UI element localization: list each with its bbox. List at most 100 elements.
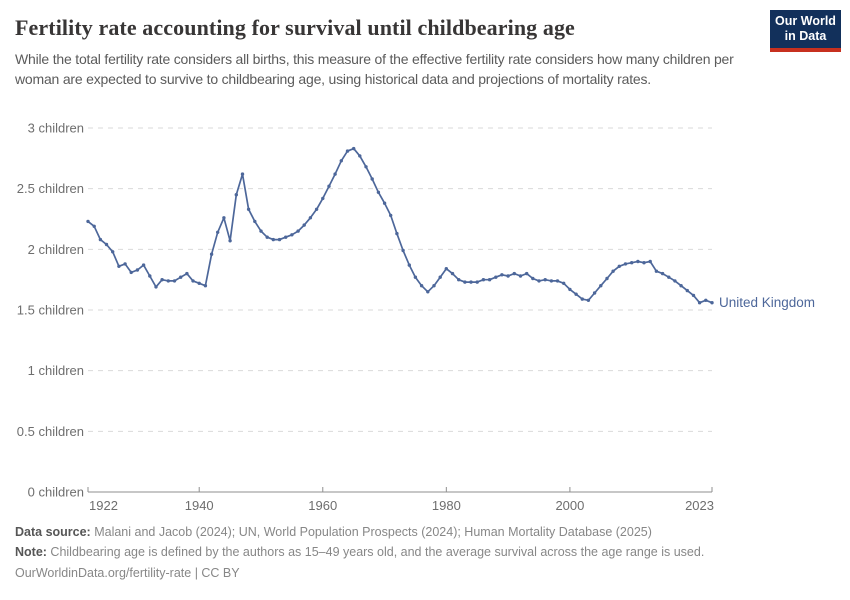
data-point[interactable] (209, 252, 214, 256)
data-point[interactable] (302, 223, 306, 227)
data-point[interactable] (104, 242, 109, 247)
data-point[interactable] (92, 224, 96, 228)
data-point[interactable] (234, 193, 238, 197)
data-point[interactable] (259, 229, 263, 233)
data-point[interactable] (364, 165, 368, 169)
data-point[interactable] (197, 281, 201, 285)
data-point[interactable] (562, 281, 566, 285)
data-point[interactable] (277, 237, 282, 242)
data-point[interactable] (333, 172, 337, 176)
data-point[interactable] (290, 233, 294, 237)
data-point[interactable] (568, 287, 572, 292)
data-point[interactable] (284, 235, 288, 239)
data-point[interactable] (376, 190, 381, 194)
data-point[interactable] (246, 207, 251, 211)
data-point[interactable] (710, 301, 714, 305)
data-point[interactable] (308, 216, 313, 220)
data-point[interactable] (500, 273, 504, 277)
data-point[interactable] (370, 177, 374, 181)
data-point[interactable] (216, 230, 220, 234)
data-point[interactable] (691, 293, 696, 298)
data-point[interactable] (111, 250, 115, 254)
data-point[interactable] (117, 264, 121, 268)
data-point[interactable] (599, 284, 603, 288)
data-point[interactable] (494, 275, 498, 279)
data-point[interactable] (636, 259, 640, 264)
data-point[interactable] (432, 284, 436, 288)
data-point[interactable] (98, 237, 103, 242)
data-point[interactable] (450, 271, 455, 276)
data-point[interactable] (382, 201, 387, 205)
data-point[interactable] (697, 301, 702, 305)
data-point[interactable] (222, 216, 226, 220)
data-point[interactable] (617, 264, 621, 268)
data-point[interactable] (704, 298, 708, 302)
data-point[interactable] (240, 172, 245, 176)
data-point[interactable] (667, 275, 671, 279)
data-point[interactable] (148, 274, 152, 278)
data-point[interactable] (203, 284, 208, 288)
data-point[interactable] (271, 237, 275, 242)
data-point[interactable] (426, 290, 430, 294)
data-point[interactable] (438, 275, 442, 279)
data-point[interactable] (642, 261, 646, 265)
data-point[interactable] (123, 262, 127, 266)
data-point[interactable] (481, 278, 486, 282)
data-point[interactable] (172, 279, 177, 283)
data-point[interactable] (605, 276, 609, 281)
data-point[interactable] (191, 279, 195, 283)
data-point[interactable] (352, 146, 356, 151)
data-point[interactable] (265, 235, 269, 239)
data-point[interactable] (327, 184, 331, 188)
data-point[interactable] (487, 278, 492, 282)
data-point[interactable] (525, 271, 529, 276)
data-point[interactable] (623, 262, 628, 266)
data-point[interactable] (314, 207, 319, 211)
data-point[interactable] (611, 269, 615, 273)
data-point[interactable] (129, 270, 133, 275)
data-point[interactable] (160, 278, 164, 282)
data-point[interactable] (358, 154, 362, 158)
data-point[interactable] (185, 271, 189, 276)
data-point[interactable] (154, 285, 158, 289)
data-point[interactable] (506, 274, 510, 278)
data-point[interactable] (321, 196, 325, 201)
data-point[interactable] (457, 278, 461, 282)
owid-logo[interactable]: Our World in Data (770, 10, 841, 52)
data-point[interactable] (543, 278, 547, 282)
data-point[interactable] (469, 280, 473, 284)
data-point[interactable] (413, 275, 418, 279)
line-series[interactable] (87, 147, 713, 304)
data-point[interactable] (166, 279, 170, 283)
data-point[interactable] (407, 263, 411, 267)
data-point[interactable] (654, 269, 659, 273)
data-point[interactable] (395, 231, 399, 236)
data-point[interactable] (630, 261, 634, 265)
data-point[interactable] (141, 263, 146, 267)
data-point[interactable] (660, 271, 665, 276)
data-point[interactable] (179, 275, 183, 279)
data-point[interactable] (135, 268, 140, 272)
data-point[interactable] (419, 284, 424, 288)
data-point[interactable] (345, 149, 350, 153)
data-point[interactable] (580, 297, 584, 301)
data-point[interactable] (555, 279, 560, 283)
data-point[interactable] (518, 274, 523, 278)
data-point[interactable] (86, 219, 90, 224)
data-point[interactable] (463, 280, 467, 284)
data-point[interactable] (586, 298, 591, 302)
data-point[interactable] (685, 288, 689, 293)
data-point[interactable] (228, 239, 232, 243)
data-point[interactable] (296, 229, 300, 233)
data-point[interactable] (339, 159, 343, 163)
data-point[interactable] (549, 279, 554, 283)
data-point[interactable] (475, 280, 479, 284)
data-point[interactable] (537, 279, 541, 283)
data-point[interactable] (389, 213, 393, 218)
data-point[interactable] (574, 292, 578, 296)
data-point[interactable] (673, 279, 677, 283)
data-point[interactable] (531, 276, 535, 281)
data-point[interactable] (592, 291, 597, 295)
data-point[interactable] (512, 271, 516, 276)
